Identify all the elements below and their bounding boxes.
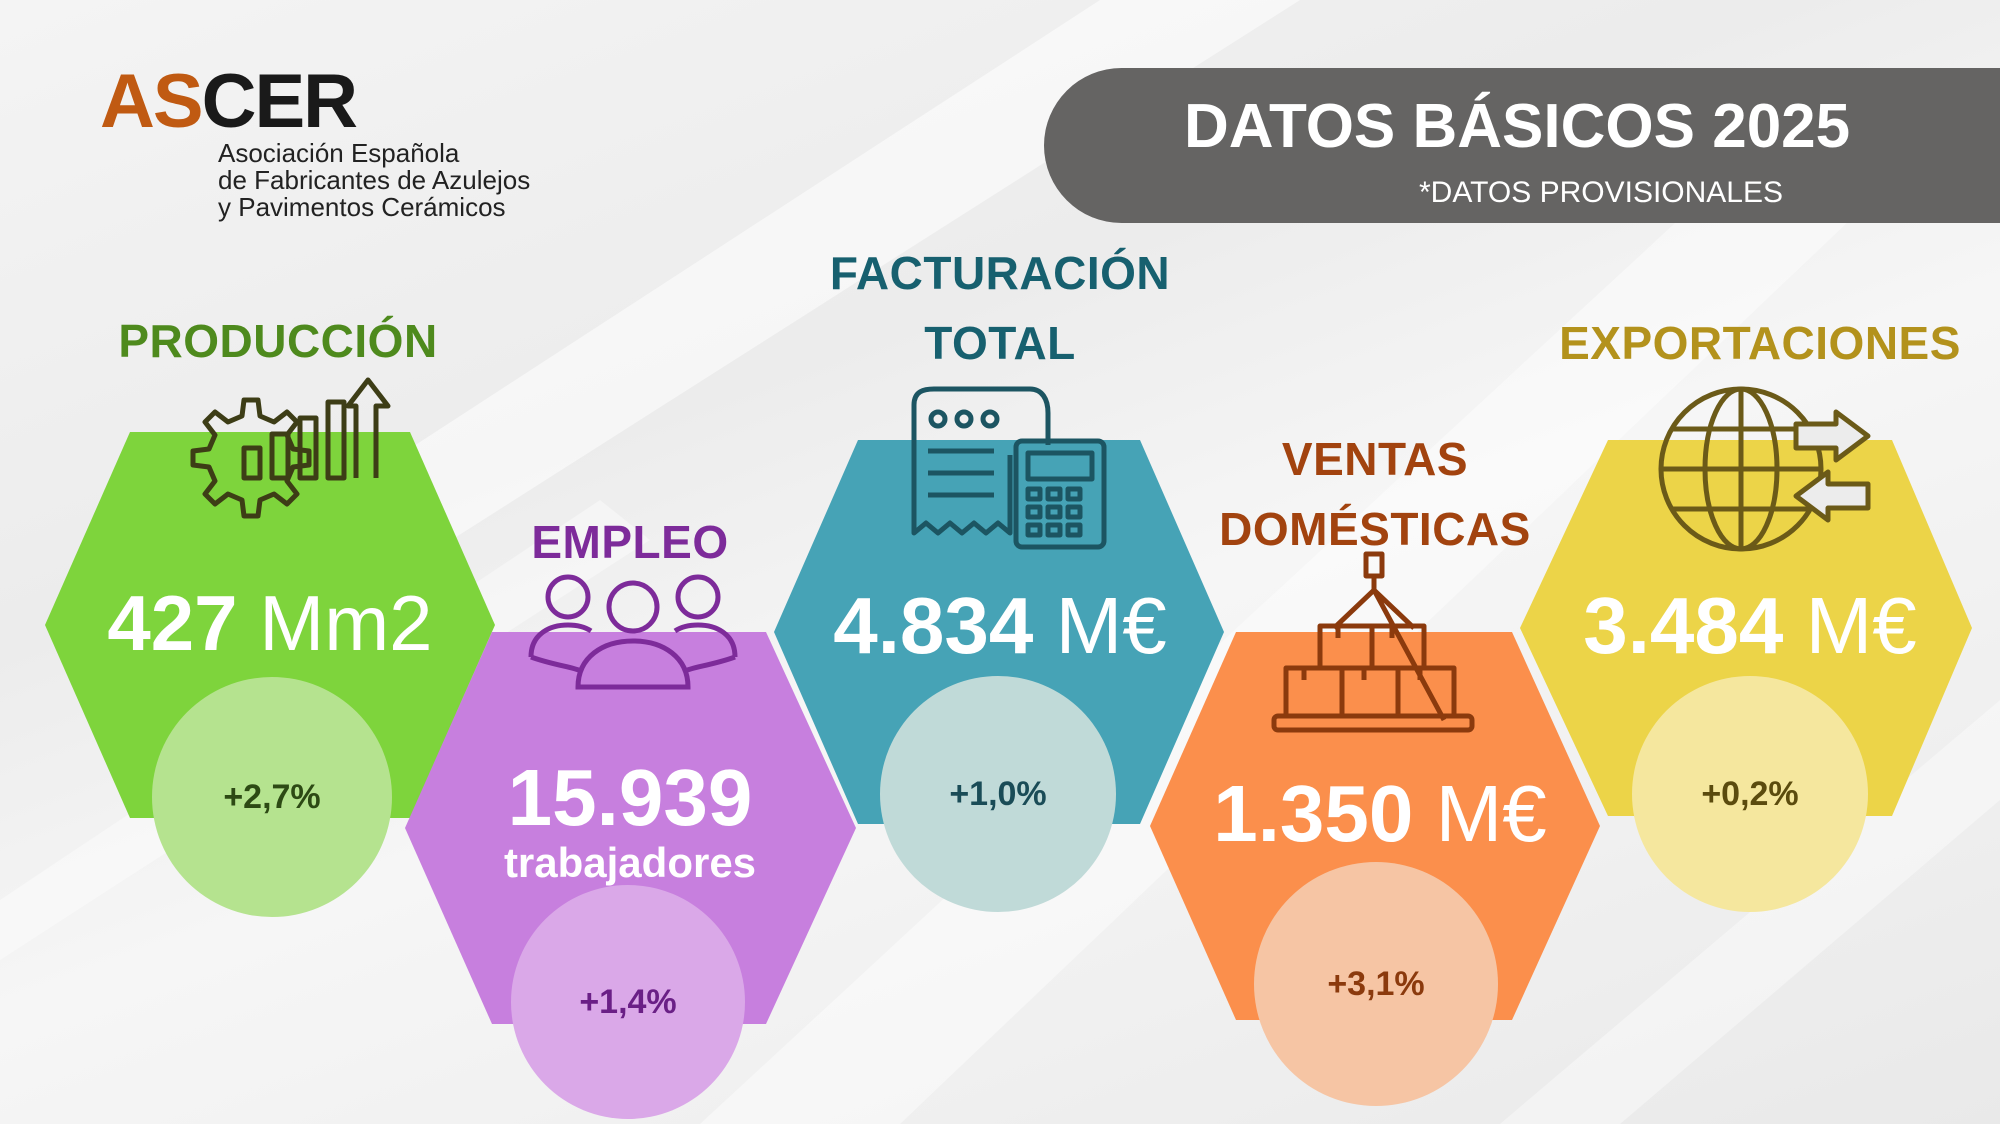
value-unit: M€ xyxy=(1805,581,1917,670)
label-facturacion-line: FACTURACIÓN xyxy=(829,247,1171,299)
logo-subtitle-line: de Fabricantes de Azulejos xyxy=(218,165,531,195)
people-group-icon xyxy=(528,574,738,690)
change-value: +1,4% xyxy=(579,982,677,1021)
logo-subtitle: Asociación Española de Fabricantes de Az… xyxy=(218,140,658,221)
change-value: +0,2% xyxy=(1701,774,1799,813)
logo-subtitle-line: Asociación Española xyxy=(218,138,460,168)
page-subtitle: *DATOS PROVISIONALES xyxy=(1419,176,1783,209)
value-exportaciones: 3.484 M€ xyxy=(1540,580,1960,672)
change-value: +2,7% xyxy=(223,777,321,816)
value-number: 15.939 xyxy=(507,753,753,842)
value-unit: Mm2 xyxy=(259,579,433,667)
value-number: 3.484 xyxy=(1583,581,1784,670)
value-facturacion: 4.834 M€ xyxy=(790,580,1210,672)
label-ventas-line: VENTAS xyxy=(1281,433,1469,485)
value-unit: M€ xyxy=(1435,769,1547,858)
boxes-crane-icon xyxy=(1271,551,1475,733)
label-empleo: EMPLEO xyxy=(531,516,729,568)
logo-wordmark: ASCER xyxy=(100,59,358,144)
logo-subtitle-line: y Pavimentos Cerámicos xyxy=(218,192,506,222)
gear-chart-icon xyxy=(190,377,391,519)
value-empleo: 15.939 trabajadores xyxy=(430,756,830,886)
header-banner: DATOS BÁSICOS 2025 *DATOS PROVISIONALES xyxy=(1044,68,2000,223)
value-ventas: 1.350 M€ xyxy=(1170,768,1590,860)
value-number: 4.834 xyxy=(833,581,1034,670)
change-produccion: +2,7% xyxy=(152,677,392,917)
label-ventas-line: DOMÉSTICAS xyxy=(1219,503,1531,555)
value-number: 1.350 xyxy=(1213,769,1414,858)
change-facturacion: +1,0% xyxy=(880,676,1116,912)
value-produccion: 427 Mm2 xyxy=(60,578,480,669)
page-title: DATOS BÁSICOS 2025 xyxy=(1184,92,1851,161)
label-ventas: VENTAS DOMÉSTICAS xyxy=(1210,424,1540,564)
change-ventas: +3,1% xyxy=(1254,862,1498,1106)
value-number: 427 xyxy=(107,579,238,667)
label-exportaciones: EXPORTACIONES xyxy=(1559,317,1961,369)
change-value: +3,1% xyxy=(1327,964,1425,1003)
change-exportaciones: +0,2% xyxy=(1632,676,1868,912)
label-facturacion: FACTURACIÓN TOTAL xyxy=(820,238,1180,378)
receipt-calculator-icon xyxy=(911,386,1107,550)
label-produccion: PRODUCCIÓN xyxy=(118,315,438,367)
change-empleo: +1,4% xyxy=(511,885,745,1119)
value-unit: trabajadores xyxy=(503,839,757,886)
globe-arrows-icon xyxy=(1658,386,1871,552)
value-unit: M€ xyxy=(1055,581,1167,670)
change-value: +1,0% xyxy=(949,774,1047,813)
label-facturacion-line: TOTAL xyxy=(924,317,1076,369)
